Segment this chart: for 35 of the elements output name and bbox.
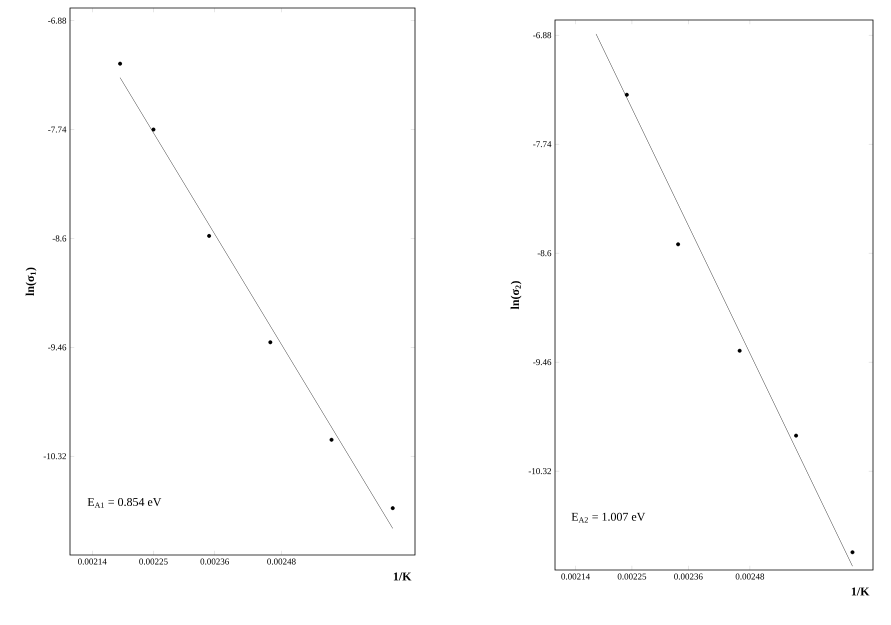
point: [207, 234, 212, 238]
y-tick-label: -6.88: [533, 32, 552, 38]
y-tick-label: -9.46: [48, 344, 66, 350]
x-axis-title: 1/K: [852, 588, 870, 596]
point: [624, 92, 629, 97]
point: [330, 438, 334, 442]
y-tick-label: -10.32: [528, 468, 551, 474]
x-tick-label: 0.00214: [561, 574, 590, 580]
annotation: E$_{A2}$ = 1.007 eV: [572, 512, 646, 522]
x-tick-label: 0.00225: [618, 574, 646, 580]
point: [118, 62, 122, 66]
y-tick-label: -9.46: [533, 359, 552, 366]
y-axis-title: ln(σ$_{2}$): [510, 281, 522, 310]
annotation: E$_{A1}$ = 0.854 eV: [88, 498, 162, 508]
y-tick-label: -7.74: [48, 126, 66, 133]
x-tick-label: 0.00248: [267, 558, 296, 565]
point: [794, 434, 798, 438]
point: [676, 242, 680, 246]
x-tick-label: 0.00248: [736, 574, 764, 580]
y-tick-label: -10.32: [44, 453, 66, 460]
x-tick-label: 0.00225: [139, 558, 168, 565]
x-tick-label: 0.00236: [674, 574, 703, 580]
point: [850, 550, 854, 554]
y-tick-label: -8.6: [52, 235, 66, 242]
x-tick-label: 0.00236: [200, 558, 229, 565]
x-tick-label: 0.00214: [78, 558, 107, 565]
x-axis-title: 1/K: [394, 572, 412, 581]
point: [390, 506, 395, 510]
point: [268, 340, 272, 344]
point: [151, 128, 156, 132]
y-axis-title: ln(σ$_{1}$): [26, 268, 36, 296]
y-tick-label: -7.74: [533, 141, 552, 148]
y-tick-label: -6.88: [48, 18, 66, 24]
y-tick-label: -8.6: [538, 250, 552, 256]
point: [738, 348, 742, 353]
